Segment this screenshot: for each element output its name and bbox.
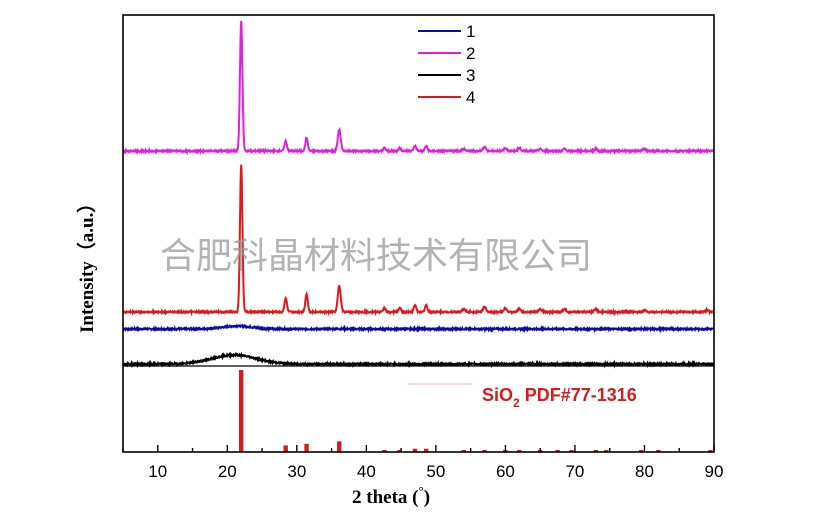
reference-stick [656,450,661,452]
x-tick-label: 80 [635,462,654,481]
reference-stick [397,450,402,452]
reference-stick [337,441,342,452]
reference-stick [708,450,713,452]
reference-stick [239,370,244,452]
x-tick-label: 40 [357,462,376,481]
x-tick-label: 50 [426,462,445,481]
reference-stick [461,450,466,452]
reference-stick [423,448,429,452]
legend-label-3: 3 [466,66,475,85]
x-tick-label: 10 [148,462,167,481]
series-line-4 [122,164,715,317]
plot-frame [122,14,715,453]
curves [122,21,715,369]
x-tick-label: 60 [496,462,515,481]
series-line-3 [122,351,715,369]
x-tick-label: 90 [705,462,724,481]
legend-label-1: 1 [466,22,475,41]
reference-stick [638,450,644,452]
reference-stick [304,443,309,452]
reference-stick [555,450,560,452]
legend: 1 2 3 4 [418,22,475,107]
reference-stick [593,450,598,452]
series-line-2 [122,21,715,156]
reference-sticks [239,370,713,452]
legend-label-2: 2 [466,44,475,63]
reference-stick [517,450,522,452]
y-axis-label: Intensity（a.u.） [75,194,98,333]
series-line-1 [122,323,714,334]
x-tick-label: 70 [565,462,584,481]
reference-stick [283,445,288,452]
reference-label: SiO2 PDF#77-1316 [482,385,637,410]
x-tick-label: 30 [287,462,306,481]
x-axis-ticks: 10 20 30 40 50 60 70 80 90 [122,445,724,481]
x-tick-label: 20 [218,462,237,481]
x-axis-label: 2 theta (°) [352,483,430,508]
reference-stick [569,450,574,452]
reference-stick [382,450,387,452]
watermark: 合肥科晶材料技术有限公司 [160,236,592,277]
reference-stick [604,450,609,452]
legend-label-4: 4 [466,88,475,107]
reference-stick [482,450,487,452]
reference-stick [412,448,418,452]
